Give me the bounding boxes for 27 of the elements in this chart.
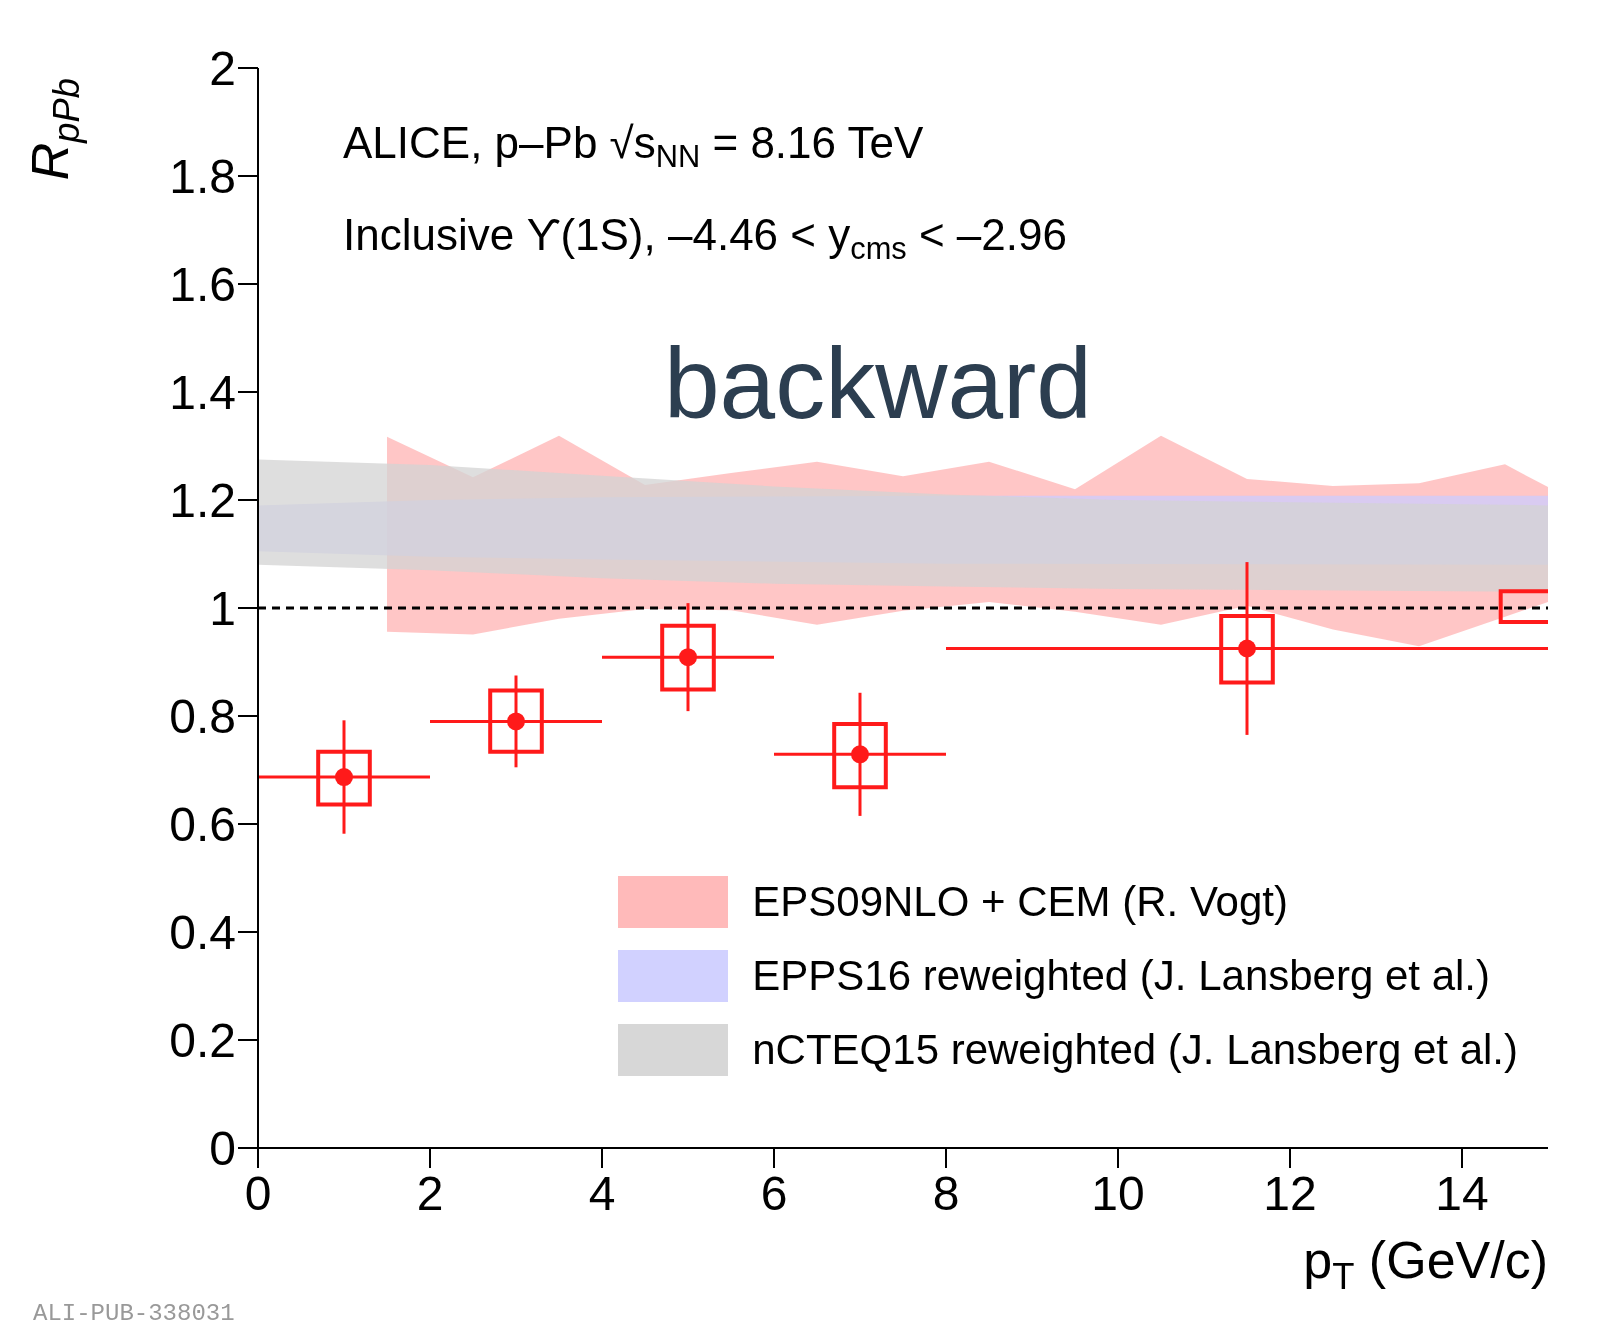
x-tick-label: 2 [416, 1167, 444, 1221]
legend-label: EPPS16 reweighted (J. Lansberg et al.) [752, 952, 1491, 1000]
y-tick-label: 1 [209, 582, 236, 636]
y-tick-label: 1.2 [169, 474, 236, 528]
x-tick-label: 4 [588, 1167, 616, 1221]
x-tick-label: 0 [244, 1167, 272, 1221]
y-tick-label: 0.8 [169, 690, 236, 744]
y-tick-label: 0.4 [169, 906, 236, 960]
x-tick-label: 12 [1263, 1167, 1317, 1221]
text: ALI-PUB-338031 [33, 1300, 235, 1327]
y-tick-label: 1.4 [169, 366, 236, 420]
y-tick-label: 2 [209, 42, 236, 96]
annotation: backward [664, 327, 1092, 439]
y-tick-label: 0.6 [169, 798, 236, 852]
annotation: Inclusive ϒ(1S), –4.46 < y$_{cms}$ < –2.96 [343, 210, 1067, 267]
x-tick-label: 6 [760, 1167, 788, 1221]
x-tick-label: 14 [1435, 1167, 1489, 1221]
x-axis-title: p$_{T}$ (GeV/c) [1303, 1231, 1548, 1297]
legend-label: EPS09NLO + CEM (R. Vogt) [752, 878, 1288, 926]
y-tick-label: 0.2 [169, 1014, 236, 1068]
annotation: ALICE, p–Pb √s$_{NN}$ = 8.16 TeV [343, 118, 924, 175]
y-tick-label: 1.8 [169, 150, 236, 204]
y-tick-label: 0 [209, 1122, 236, 1176]
x-tick-label: 10 [1091, 1167, 1145, 1221]
y-tick-label: 1.6 [169, 258, 236, 312]
legend-label: nCTEQ15 reweighted (J. Lansberg et al.) [752, 1026, 1518, 1074]
x-tick-label: 8 [932, 1167, 960, 1221]
